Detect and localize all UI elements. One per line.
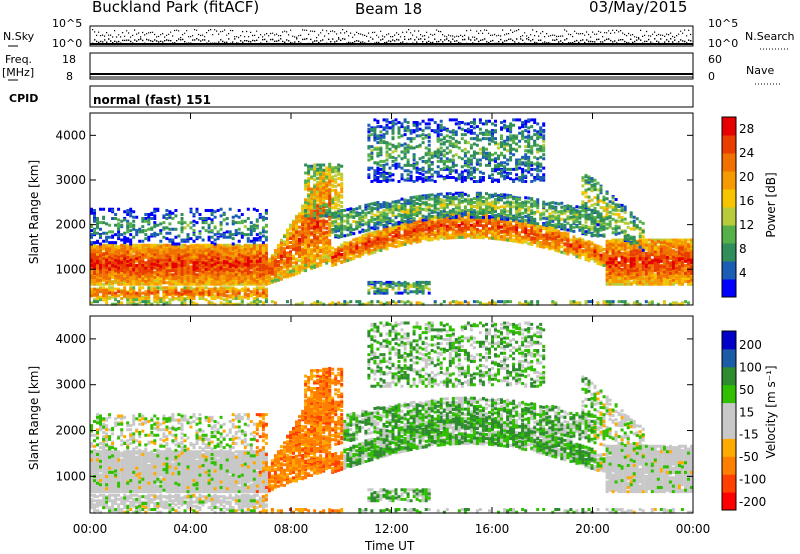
freq-tick-bottom: 8 (66, 70, 73, 83)
velocity-colorbar-swatch-0 (722, 492, 736, 511)
nsky-tick-bottom: 10^0 (52, 37, 83, 50)
nsky-strip-frame (89, 25, 694, 47)
velocity-colorbar-tick-1: 100 (739, 361, 762, 375)
cpid-value: normal (fast) 151 (93, 93, 211, 107)
cpid-strip-frame (89, 85, 694, 108)
power-colorbar-swatch-2 (722, 243, 736, 262)
power-colorbar-tick-2: 12 (739, 218, 754, 232)
velocity-colorbar-swatch-5 (722, 402, 736, 421)
freq-label: Freq. (5, 53, 33, 66)
power-colorbar-swatch-0 (722, 279, 736, 298)
power-colorbar-swatch-1 (722, 261, 736, 280)
power-colorbar-swatch-7 (722, 153, 736, 172)
power-scatter-3 (90, 180, 693, 298)
power-colorbar-tick-3: 16 (739, 194, 754, 208)
velocity-scatter-1 (90, 369, 693, 514)
beam-title: Beam 18 (355, 0, 423, 18)
velocity-ytick-label-0: 1000 (55, 469, 86, 483)
velocity-colorbar-tick-7: -200 (739, 495, 766, 509)
xtick-label-0: 00:00 (73, 522, 108, 536)
xtick-label-3: 12:00 (374, 522, 409, 536)
velocity-colorbar-tick-3: 15 (739, 405, 754, 419)
nave-tick-bottom: 0 (708, 70, 715, 83)
power-colorbar-tick-5: 24 (739, 146, 754, 160)
xtick-label-6: 00:00 (676, 522, 711, 536)
power-colorbar-tick-6: 28 (739, 122, 754, 136)
power-ytick-label-1: 2000 (55, 218, 86, 232)
power-colorbar-swatch-6 (722, 171, 736, 190)
power-scatter-8 (90, 129, 690, 306)
power-colorbar-tick-0: 4 (739, 266, 747, 280)
power-colorbar-swatch-8 (722, 135, 736, 154)
date-title: 03/May/2015 (589, 0, 688, 16)
power-scatter-9 (93, 121, 645, 306)
power-colorbar-swatch-3 (722, 225, 736, 244)
station-title: Buckland Park (fitACF) (92, 0, 260, 16)
nsky-noise (92, 29, 692, 39)
velocity-colorbar-swatch-6 (722, 384, 736, 404)
nsearch-tick-top: 10^5 (708, 17, 739, 30)
xtick-label-5: 20:00 (575, 522, 610, 536)
xtick-label-1: 04:00 (173, 522, 208, 536)
xtick-label-2: 08:00 (274, 522, 309, 536)
velocity-ytick-label-2: 3000 (55, 378, 86, 392)
power-ytick-label-0: 1000 (55, 262, 86, 276)
freq-unit: [MHz] (2, 66, 35, 79)
x-axis-title: Time UT (365, 539, 415, 553)
velocity-colorbar-swatch-8 (722, 348, 736, 368)
power-scatter-2 (90, 168, 693, 305)
nsky-label: N.Sky (3, 30, 35, 43)
velocity-colorbar-tick-2: 50 (739, 383, 754, 397)
power-ytick-label-2: 3000 (55, 173, 86, 187)
freq-tick-top: 18 (62, 53, 76, 66)
velocity-colorbar-swatch-3 (722, 438, 736, 457)
velocity-colorbar-tick-0: 200 (739, 338, 762, 352)
freq-strip-frame (89, 52, 694, 80)
velocity-scatter-4 (255, 367, 344, 514)
velocity-colorbar-swatch-1 (722, 474, 736, 493)
power-colorbar-tick-4: 20 (739, 170, 754, 184)
nsearch-tick-bottom: 10^0 (708, 37, 739, 50)
velocity-colorbar-tick-4: -15 (739, 428, 759, 442)
velocity-colorbar-swatch-9 (722, 331, 736, 350)
velocity-colorbar-swatch-7 (722, 366, 736, 386)
power-colorbar-frame (721, 116, 737, 298)
nave-tick-top: 60 (708, 53, 722, 66)
cpid-label: CPID (9, 92, 39, 105)
power-colorbar-tick-1: 8 (739, 242, 747, 256)
velocity-colorbar-tick-6: -100 (739, 472, 766, 486)
velocity-colorbar-swatch-2 (722, 456, 736, 475)
power-colorbar-swatch-9 (722, 117, 736, 136)
power-colorbar-swatch-5 (722, 189, 736, 208)
power-scatter-7 (90, 118, 648, 304)
power-ytick-label-3: 4000 (55, 128, 86, 142)
power-colorbar-swatch-4 (722, 207, 736, 226)
velocity-colorbar-tick-5: -50 (739, 450, 759, 464)
nsky-tick-top: 10^5 (52, 17, 83, 30)
velocity-colorbar-frame (721, 330, 737, 511)
nsearch-label: N.Search (745, 30, 795, 43)
velocity-ytick-label-1: 2000 (55, 424, 86, 438)
velocity-scatter-5 (343, 321, 594, 514)
power-scatter-5 (90, 213, 693, 271)
nave-label: Nave (746, 64, 775, 77)
xtick-label-4: 16:00 (475, 522, 510, 536)
velocity-ytick-label-3: 4000 (55, 332, 86, 346)
velocity-colorbar-swatch-4 (722, 420, 736, 439)
